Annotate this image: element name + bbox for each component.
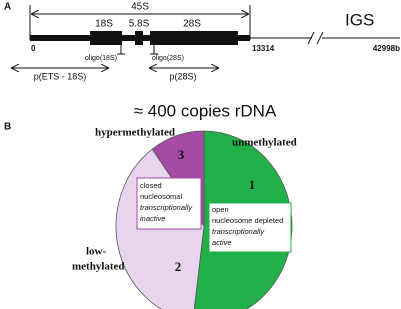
slice-annotation: low- <box>86 246 107 258</box>
gene-box <box>150 31 238 45</box>
panel-label: B <box>4 122 11 133</box>
slice-label: 2 <box>175 259 182 274</box>
box-text: inactive <box>140 214 165 223</box>
oligo-label: oligo(18S) <box>85 55 117 62</box>
info-box <box>208 202 292 253</box>
gene-label: 5.8S <box>129 19 150 30</box>
span-label: 45S <box>131 2 149 13</box>
box-text: closed <box>140 181 162 190</box>
break <box>316 31 324 45</box>
box-text: open <box>212 205 229 214</box>
slice-annotation: hypermethylated <box>95 127 175 139</box>
slice-label: 3 <box>178 147 185 162</box>
position-label: 0 <box>31 44 36 53</box>
oligo-label: oligo(28S) <box>152 55 184 62</box>
chart-title: ≈ 400 copies rDNA <box>134 101 277 120</box>
probe-label: p(28S) <box>169 71 196 81</box>
slice-annotation: unmethylated <box>232 137 297 149</box>
gene-box <box>90 31 122 45</box>
gene-label: 28S <box>183 19 201 30</box>
box-text: nucleosome depleted <box>212 216 283 225</box>
position-label: 13314 <box>252 44 275 53</box>
gene-box <box>135 31 143 45</box>
slice-annotation: methylated <box>72 261 125 273</box>
box-text: transcriptionally <box>212 227 265 236</box>
info-box <box>136 177 202 230</box>
break <box>307 31 315 45</box>
slice-label: 1 <box>249 177 256 192</box>
box-text: active <box>212 238 232 247</box>
position-label: 42998b <box>373 44 400 53</box>
panel-label: A <box>4 2 11 13</box>
box-text: transcriptionally <box>140 203 193 212</box>
gene-label: 18S <box>95 19 113 30</box>
box-text: nucleosomal <box>140 192 182 201</box>
probe-label: p(ETS - 18S) <box>34 71 87 81</box>
igs-label: IGS <box>345 10 374 29</box>
